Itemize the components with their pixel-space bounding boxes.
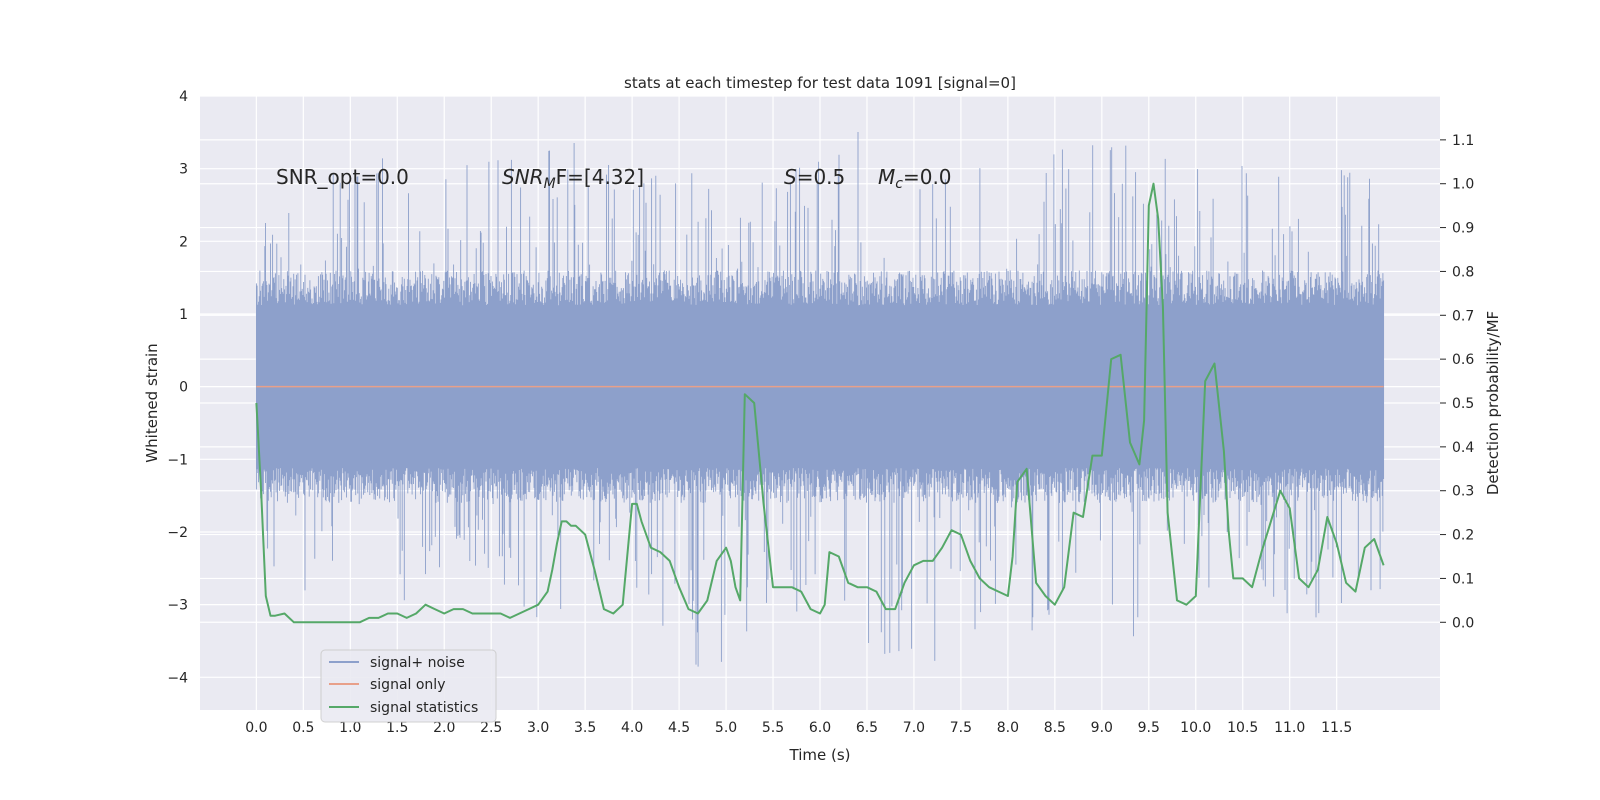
x-tick-label: 9.5 [1138, 720, 1160, 736]
x-axis-ticks: 0.0 0.5 1.0 1.5 2.0 2.5 3.0 3.5 4.0 4.5 5.0 5.5 6.0 6… [245, 720, 1352, 736]
y2-tick-label: 0.6 [1452, 352, 1474, 368]
x-tick-label: 4.5 [668, 720, 690, 736]
y-tick-label: 4 [179, 89, 188, 105]
annotation-mc-var: M [878, 165, 895, 189]
x-tick-label: 3.5 [574, 720, 596, 736]
legend: signal+ noise signal only signal statist… [320, 649, 497, 723]
annotation-snr-mf: SNRMF=[4.32] [502, 165, 644, 192]
x-tick-label: 0.0 [245, 720, 267, 736]
x-tick-label: 7.5 [950, 720, 972, 736]
annotation-s-value: =0.5 [797, 165, 846, 189]
x-axis-label: Time (s) [789, 746, 851, 764]
x-tick-label: 1.5 [386, 720, 408, 736]
x-tick-label: 1.0 [339, 720, 361, 736]
annotation-snr-mf-sub: M [544, 176, 556, 192]
y-axis-label: Whitened strain [143, 343, 161, 462]
legend-label-signal-noise: signal+ noise [370, 655, 465, 671]
y-axis-ticks: −4 −3 −2 −1 0 1 2 3 4 [167, 89, 188, 686]
x-tick-label: 9.0 [1091, 720, 1113, 736]
y2-tick-label: 0.4 [1452, 440, 1474, 456]
x-tick-label: 2.5 [480, 720, 502, 736]
y-tick-label: −1 [167, 452, 188, 468]
annotation-s-var: S [784, 165, 797, 189]
legend-frame [320, 649, 497, 723]
x-tick-label: 4.0 [621, 720, 643, 736]
y2-tick-label: 0.7 [1452, 308, 1474, 324]
x-tick-label: 6.5 [856, 720, 878, 736]
y-tick-label: −3 [167, 598, 188, 614]
chart-title: stats at each timestep for test data 109… [624, 74, 1016, 92]
y2-axis-label: Detection probability/MF [1484, 311, 1502, 495]
annotation-snr-mf-value: F=[4.32] [556, 165, 644, 189]
x-tick-label: 6.0 [809, 720, 831, 736]
annotation-mc-sub: c [895, 176, 903, 192]
signal-statistics-line [255, 182, 1385, 624]
legend-label-signal-only: signal only [370, 677, 445, 693]
annotation-mc: Mc=0.0 [878, 165, 952, 192]
y-tick-label: 1 [179, 307, 188, 323]
y-tick-label: 2 [179, 234, 188, 250]
legend-label-signal-statistics: signal statistics [370, 700, 478, 716]
x-tick-label: 11.5 [1321, 720, 1352, 736]
y2-tick-label: 0.8 [1452, 264, 1474, 280]
x-tick-label: 3.0 [527, 720, 549, 736]
x-tick-label: 5.0 [715, 720, 737, 736]
y2-tick-label: 0.1 [1452, 571, 1474, 587]
annotation-snr-mf-main: SNR [502, 165, 544, 189]
x-tick-label: 0.5 [292, 720, 314, 736]
x-tick-label: 11.0 [1274, 720, 1305, 736]
x-tick-label: 7.0 [903, 720, 925, 736]
y2-tick-label: 1.1 [1452, 133, 1474, 149]
series-signal-statistics [255, 182, 1385, 624]
y2-axis-ticks: 0.0 0.1 0.2 0.3 0.4 0.5 0.6 0.7 0.8 0.9 1.0 1.1 [1440, 133, 1474, 631]
y-tick-label: 3 [179, 162, 188, 178]
y-tick-label: 0 [179, 380, 188, 396]
x-tick-label: 10.5 [1227, 720, 1258, 736]
y2-tick-label: 0.5 [1452, 396, 1474, 412]
annotation-s: S=0.5 [784, 165, 845, 189]
y-tick-label: −2 [167, 525, 188, 541]
y2-tick-label: 1.0 [1452, 177, 1474, 193]
annotation-mc-value: =0.0 [903, 165, 952, 189]
annotation-snr-opt: SNR_opt=0.0 [276, 165, 409, 189]
y2-tick-label: 0.2 [1452, 528, 1474, 544]
y2-tick-label: 0.9 [1452, 221, 1474, 237]
y2-tick-label: 0.3 [1452, 484, 1474, 500]
x-tick-label: 2.0 [433, 720, 455, 736]
x-tick-label: 8.0 [997, 720, 1019, 736]
x-tick-label: 8.5 [1044, 720, 1066, 736]
x-tick-label: 10.0 [1180, 720, 1211, 736]
y2-tick-label: 0.0 [1452, 615, 1474, 631]
y-tick-label: −4 [167, 670, 188, 686]
x-tick-label: 5.5 [762, 720, 784, 736]
